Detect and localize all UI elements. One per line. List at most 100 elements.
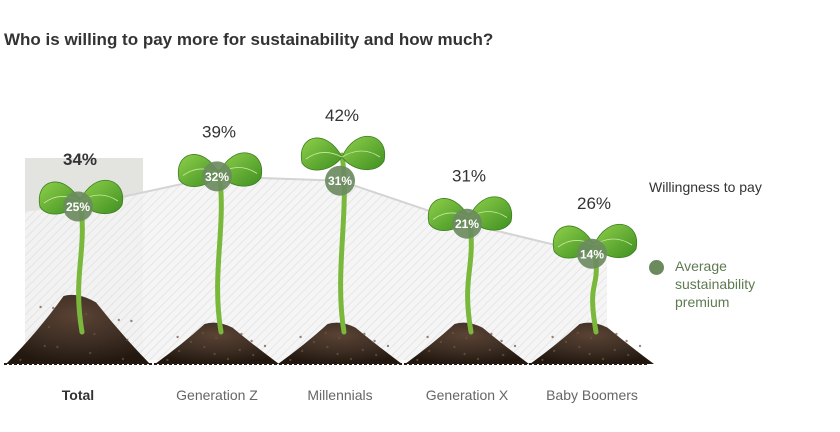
- soil-speck: [201, 331, 204, 335]
- category-label-millennials: Millennials: [307, 387, 372, 403]
- soil-speck: [564, 340, 568, 344]
- soil-speck: [178, 349, 181, 353]
- premium-label-total: 25%: [66, 200, 90, 214]
- soil-speck: [428, 349, 431, 353]
- soil-speck: [463, 352, 466, 356]
- category-label-baby-boomers: Baby Boomers: [546, 387, 638, 403]
- chart-title: Who is willing to pay more for sustainab…: [4, 30, 494, 49]
- soil-speck: [476, 357, 480, 361]
- soil-speck: [363, 332, 366, 336]
- soil-speck: [263, 344, 267, 348]
- soil-speck: [289, 358, 292, 362]
- sprout-leaf-right: [341, 136, 386, 170]
- soil-speck: [590, 336, 593, 340]
- soil-speck: [601, 357, 605, 361]
- soil-speck: [39, 305, 42, 309]
- soil-speck: [638, 344, 642, 348]
- soil-mound-millennials: [278, 322, 402, 364]
- soil-speck: [336, 352, 339, 356]
- soil-speck: [500, 339, 503, 343]
- soil-speck: [375, 353, 378, 357]
- soil-speck: [203, 345, 206, 349]
- soil-mound-total: [6, 294, 150, 364]
- soil-speck: [625, 339, 628, 343]
- soil-speck: [576, 331, 579, 335]
- soil-speck: [439, 340, 443, 344]
- soil-speck: [451, 331, 454, 335]
- soil-mound-generation-z: [155, 322, 279, 364]
- category-label-generation-x: Generation X: [426, 387, 509, 403]
- soil-speck: [627, 353, 630, 357]
- legend-premium-dot: [649, 260, 664, 275]
- soil-speck: [43, 344, 46, 348]
- soil-speck: [213, 352, 216, 356]
- soil-speck: [121, 357, 125, 361]
- soil-speck: [578, 345, 581, 349]
- soil-speck: [453, 345, 456, 349]
- soil-speck: [615, 332, 618, 336]
- soil-speck: [47, 325, 51, 329]
- soil-speck: [189, 340, 193, 344]
- soil-speck: [588, 352, 591, 356]
- soil-speck: [349, 357, 353, 361]
- soil-speck: [93, 332, 96, 336]
- sprout-leaf-left: [300, 137, 343, 171]
- soil-speck: [19, 358, 22, 362]
- soil-speck: [238, 348, 241, 352]
- premium-label-millennials: 31%: [328, 174, 352, 188]
- premium-point-baby-boomers: [577, 238, 607, 269]
- soil-speck: [541, 358, 544, 362]
- soil-speck: [488, 348, 491, 352]
- soil-speck: [326, 345, 329, 349]
- soil-speck: [52, 306, 55, 310]
- soil-speck: [553, 349, 556, 353]
- legend-premium-label: Average sustainability premium: [675, 258, 756, 310]
- soil-speck: [490, 332, 493, 336]
- sprout-vein: [305, 152, 343, 160]
- willingness-label-baby-boomers: 26%: [577, 194, 611, 213]
- willingness-label-total: 34%: [63, 150, 97, 169]
- soil-speck: [89, 351, 92, 355]
- category-label-total: Total: [62, 387, 94, 403]
- soil-speck: [252, 353, 255, 357]
- soil-speck: [299, 335, 302, 339]
- premium-label-generation-x: 21%: [455, 217, 479, 231]
- soil-speck: [426, 335, 429, 339]
- soil-speck: [250, 339, 253, 343]
- premium-point-total: [63, 191, 93, 222]
- premium-point-generation-x: [452, 208, 482, 239]
- soil-speck: [176, 335, 179, 339]
- premium-point-generation-z: [202, 161, 232, 192]
- soil-speck: [513, 344, 517, 348]
- soil-speck: [338, 336, 341, 340]
- premium-label-generation-z: 32%: [205, 170, 229, 184]
- soil-speck: [361, 348, 364, 352]
- soil-speck: [84, 312, 88, 316]
- soil-speck: [613, 348, 616, 352]
- soil-speck: [324, 331, 327, 335]
- soil-speck: [226, 357, 230, 361]
- soil-speck: [465, 336, 468, 340]
- soil-speck: [240, 332, 243, 336]
- legend-willingness: Willingness to pay: [649, 179, 762, 195]
- soil-speck: [312, 340, 316, 344]
- category-label-generation-z: Generation Z: [176, 387, 258, 403]
- soil-speck: [502, 353, 505, 357]
- willingness-label-generation-z: 39%: [202, 123, 236, 142]
- soil-speck: [386, 344, 390, 348]
- soil-speck: [301, 349, 304, 353]
- soil-speck: [166, 358, 169, 362]
- soil-speck: [126, 338, 129, 342]
- soil-speck: [416, 358, 419, 362]
- soil-speck: [130, 319, 133, 323]
- sprout-vein: [341, 150, 381, 158]
- soil-speck: [373, 339, 376, 343]
- soil-speck: [56, 345, 59, 349]
- premium-label-baby-boomers: 14%: [580, 247, 604, 261]
- soil-speck: [551, 335, 554, 339]
- soil-speck: [117, 318, 121, 322]
- willingness-label-generation-x: 31%: [452, 167, 486, 186]
- soil-mound-generation-x: [405, 322, 529, 364]
- premium-point-millennials: [325, 165, 355, 196]
